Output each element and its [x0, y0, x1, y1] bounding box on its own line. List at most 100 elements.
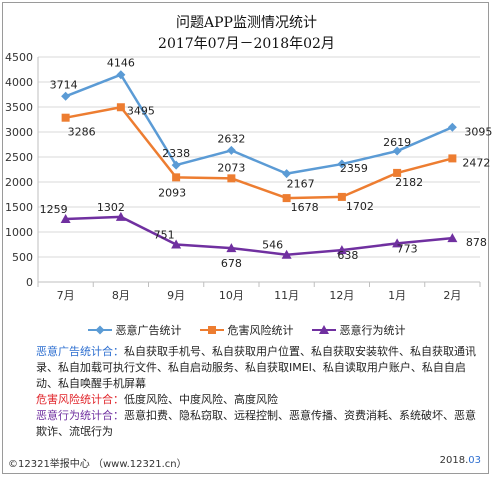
notes-block: 恶意广告统计合：私自获取手机号、私自获取用户位置、私自获取安装软件、私自获取通讯… [36, 344, 476, 440]
data-label: 678 [221, 257, 242, 270]
note-ads-text: 私自获取手机号、私自获取用户位置、私自获取安装软件、私自获取通讯录、私自加载可执… [36, 345, 476, 390]
data-point-marker [171, 239, 182, 249]
data-point-marker [393, 168, 402, 177]
x-tick-label: 2月 [443, 289, 461, 302]
diamond-marker-icon [87, 325, 112, 335]
data-point-marker [227, 174, 236, 183]
line-chart: 0 500 1000 1500 2000 2500 3000 3500 4000 4500 7月 8… [5, 51, 493, 302]
data-point-marker [226, 145, 236, 155]
note-ads-key: 恶意广告统计合： [36, 345, 124, 358]
data-label: 2632 [217, 132, 245, 145]
footer-date-highlight: 03 [468, 455, 481, 466]
note-behavior-key: 恶意行为统计合： [36, 409, 124, 422]
y-tick-label: 3500 [5, 101, 33, 114]
data-point-marker [226, 243, 237, 253]
data-label: 2167 [287, 178, 315, 191]
data-point-marker [281, 249, 292, 259]
x-tick-label: 12月 [329, 289, 354, 302]
square-marker-icon [199, 325, 224, 335]
data-point-marker [116, 70, 126, 80]
data-label: 751 [154, 228, 175, 241]
x-axis: 7月 8月 9月 10月 11月 12月 1月 2月 [37, 281, 481, 302]
y-tick-label: 2000 [5, 176, 33, 189]
legend-label-ads: 恶意广告统计 [115, 324, 182, 337]
note-behavior: 恶意行为统计合：恶意扣费、隐私窃取、远程控制、恶意传播、资费消耗、系统破坏、恶意… [36, 408, 476, 440]
data-labels-layer: 3714 4146 2338 2632 2167 2359 2619 3095 3286 3495… [40, 57, 493, 270]
y-tick-label: 1000 [5, 226, 33, 239]
data-label: 2093 [158, 186, 186, 199]
data-point-marker [447, 233, 458, 243]
legend-item-behavior: 恶意行为统计 [311, 322, 406, 338]
data-label: 2182 [395, 176, 423, 189]
data-point-marker [172, 173, 181, 182]
chart-title: 问题APP监测情况统计 [176, 15, 317, 31]
note-risk-text: 低度风险、中度风险、高度风险 [124, 393, 278, 406]
note-risk-key: 危害风险统计合： [36, 393, 124, 406]
y-tick-label: 500 [12, 251, 33, 264]
legend-item-ads: 恶意广告统计 [87, 322, 182, 338]
note-risk: 危害风险统计合：低度风险、中度风险、高度风险 [36, 392, 476, 408]
data-point-marker [61, 113, 70, 122]
data-point-marker [337, 192, 346, 201]
data-label: 4146 [107, 57, 135, 70]
y-tick-label: 4500 [5, 51, 33, 64]
x-tick-label: 8月 [112, 289, 130, 302]
data-label: 2359 [340, 162, 368, 175]
legend-item-risk: 危害风险统计 [199, 322, 294, 338]
note-behavior-text: 恶意扣费、隐私窃取、远程控制、恶意传播、资费消耗、系统破坏、恶意欺诈、流氓行为 [36, 409, 476, 438]
data-point-marker [447, 122, 457, 132]
legend-label-behavior: 恶意行为统计 [339, 324, 406, 337]
data-point-marker [116, 103, 125, 112]
footer-date-prefix: 2018. [439, 455, 469, 466]
data-label: 1302 [97, 201, 125, 214]
data-label: 1702 [346, 200, 374, 213]
data-label: 2619 [383, 136, 411, 149]
legend: 恶意广告统计 危害风险统计 恶意行为统计 [0, 322, 493, 338]
y-tick-label: 0 [26, 276, 33, 289]
note-ads: 恶意广告统计合：私自获取手机号、私自获取用户位置、私自获取安装软件、私自获取通讯… [36, 344, 476, 392]
data-point-marker [115, 211, 126, 221]
data-label: 3095 [464, 125, 492, 138]
y-tick-label: 2500 [5, 151, 33, 164]
x-tick-label: 10月 [219, 289, 244, 302]
series-line [65, 106, 453, 200]
data-label: 1259 [40, 203, 68, 216]
data-label: 546 [262, 239, 283, 252]
data-point-marker [282, 169, 292, 179]
data-label: 2472 [462, 156, 490, 169]
footer-copyright: ©12321举报中心 （www.12321.cn） [8, 459, 187, 470]
y-tick-label: 4000 [5, 76, 33, 89]
series-line [65, 215, 453, 256]
data-point-marker [392, 238, 403, 248]
data-label: 2073 [217, 161, 245, 174]
data-label: 1678 [291, 201, 319, 214]
data-label: 878 [466, 236, 487, 249]
y-axis: 0 500 1000 1500 2000 2500 3000 3500 4000 4500 [5, 51, 39, 289]
footer-date: 2018.03 [440, 455, 481, 466]
data-label: 3286 [68, 126, 96, 139]
x-tick-label: 11月 [274, 289, 299, 302]
data-point-marker [60, 214, 71, 224]
data-point-marker [392, 146, 402, 156]
chart-subtitle: 2017年07月－2018年02月 [158, 36, 335, 52]
data-label: 638 [337, 249, 358, 262]
y-tick-label: 1500 [5, 201, 33, 214]
grid-lines [38, 56, 480, 283]
data-label: 3714 [50, 78, 78, 91]
x-tick-label: 9月 [167, 289, 185, 302]
legend-label-risk: 危害风险统计 [227, 324, 294, 337]
x-tick-label: 1月 [388, 289, 406, 302]
triangle-marker-icon [311, 325, 336, 335]
data-label: 2338 [162, 147, 190, 160]
data-point-marker [336, 245, 347, 255]
data-point-marker [61, 91, 71, 101]
data-point-marker [337, 159, 347, 169]
data-label: 3495 [127, 104, 155, 117]
data-point-marker [448, 154, 457, 163]
data-label: 773 [397, 242, 418, 255]
data-point-marker [171, 160, 181, 170]
x-tick-label: 7月 [57, 289, 75, 302]
chart-frame [2, 2, 489, 474]
series-layer [60, 70, 458, 259]
y-tick-label: 3000 [5, 126, 33, 139]
